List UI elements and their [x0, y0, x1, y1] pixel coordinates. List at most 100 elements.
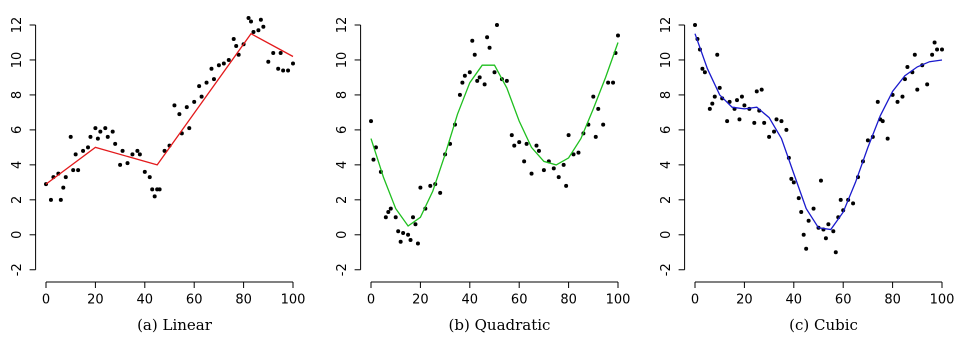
point — [105, 134, 110, 139]
point — [601, 122, 606, 127]
point — [266, 59, 271, 64]
point — [467, 70, 472, 75]
point — [150, 187, 155, 192]
x-tick-label: 40 — [137, 293, 154, 308]
caption: (c) Cubic — [789, 316, 858, 334]
point — [258, 17, 263, 22]
point — [806, 218, 811, 223]
x-tick-label: 0 — [42, 293, 50, 308]
point — [290, 61, 295, 66]
point — [895, 99, 900, 104]
point — [177, 112, 182, 117]
point — [249, 19, 254, 24]
point — [192, 99, 197, 104]
point — [865, 138, 870, 143]
y-tick-label: -2 — [10, 263, 25, 276]
point — [707, 106, 712, 111]
point — [774, 117, 779, 122]
point — [720, 96, 725, 101]
point — [615, 33, 620, 38]
point — [184, 105, 189, 110]
point — [386, 210, 391, 215]
point — [915, 87, 920, 92]
point — [371, 157, 376, 162]
x-tick-label: 60 — [186, 293, 203, 308]
point — [596, 106, 601, 111]
point — [95, 136, 100, 141]
point — [925, 82, 930, 87]
point — [734, 98, 739, 103]
point — [197, 84, 202, 89]
x-tick-label: 80 — [235, 293, 252, 308]
point — [204, 80, 209, 85]
y-tick-label: 6 — [10, 126, 25, 134]
point — [838, 197, 843, 202]
fit-line — [694, 33, 943, 231]
y-tick-label: 8 — [335, 91, 350, 99]
point — [935, 47, 940, 52]
point — [118, 162, 123, 167]
point — [125, 161, 130, 166]
point — [504, 78, 509, 83]
point — [58, 197, 63, 202]
point — [216, 63, 221, 68]
point — [529, 171, 534, 176]
point — [593, 134, 598, 139]
x-tick-label: 100 — [606, 293, 631, 308]
point — [571, 152, 576, 157]
point — [509, 133, 514, 138]
point — [261, 24, 266, 29]
point — [457, 92, 462, 97]
point — [737, 117, 742, 122]
point — [693, 22, 698, 27]
point — [717, 85, 722, 90]
point — [772, 129, 777, 134]
point — [811, 206, 816, 211]
point — [406, 232, 411, 237]
point — [905, 64, 910, 69]
point — [73, 152, 78, 157]
point — [209, 66, 214, 71]
y-tick-label: 12 — [335, 17, 350, 34]
point — [522, 159, 527, 164]
point — [396, 229, 401, 234]
point — [851, 201, 856, 206]
point — [494, 22, 499, 27]
point — [875, 99, 880, 104]
point — [415, 241, 420, 246]
point — [428, 183, 433, 188]
point — [172, 103, 177, 108]
point — [784, 127, 789, 132]
x-tick-label: 0 — [367, 293, 375, 308]
point — [410, 215, 415, 220]
point — [885, 136, 890, 141]
point — [826, 222, 831, 227]
y-tick-label: 10 — [10, 52, 25, 69]
point — [147, 175, 152, 180]
point — [524, 141, 529, 146]
point — [408, 238, 413, 243]
point — [512, 143, 517, 148]
point — [823, 236, 828, 241]
point — [460, 80, 465, 85]
point — [211, 77, 216, 82]
y-tick-label: 8 — [659, 91, 674, 99]
y-tick-label: 6 — [659, 126, 674, 134]
point — [912, 52, 917, 57]
point — [462, 73, 467, 78]
y-tick-label: 4 — [10, 161, 25, 169]
point — [137, 152, 142, 157]
fit-line — [370, 42, 619, 227]
point — [120, 148, 125, 153]
y-tick-label: 4 — [335, 161, 350, 169]
point — [551, 166, 556, 171]
point — [398, 239, 403, 244]
y-tick-label: 0 — [659, 231, 674, 239]
fit-line — [45, 32, 294, 185]
point — [534, 143, 539, 148]
y-tick-label: 6 — [335, 126, 350, 134]
point — [162, 148, 167, 153]
y-tick-label: 10 — [335, 52, 350, 69]
point — [799, 210, 804, 215]
